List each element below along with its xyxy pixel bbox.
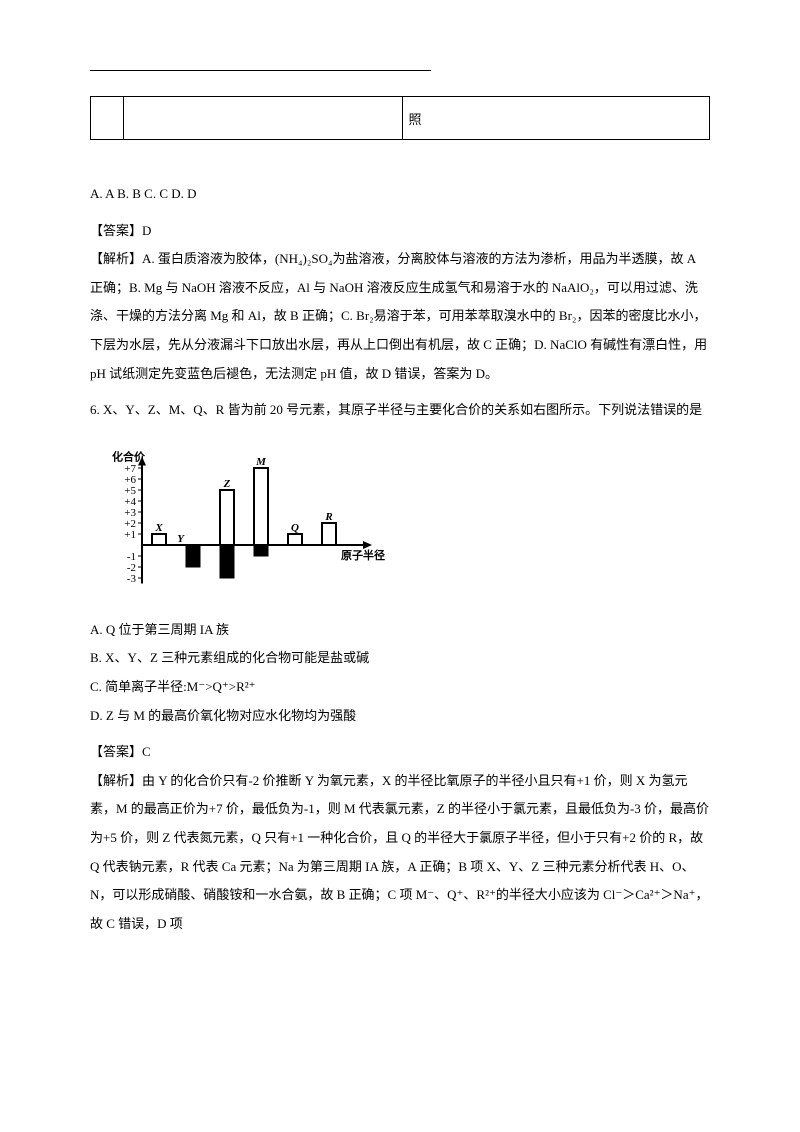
partial-table: 照 xyxy=(90,96,710,140)
q6-stem: 6. X、Y、Z、M、Q、R 皆为前 20 号元素，其原子半径与主要化合价的关系… xyxy=(90,396,710,425)
q6-optC: C. 简单离子半径:M⁻>Q⁺>R²⁺ xyxy=(90,673,710,702)
answer-6: 【答案】C xyxy=(90,738,710,767)
options-line: A. A B. B C. C D. D xyxy=(90,180,710,209)
svg-text:原子半径: 原子半径 xyxy=(341,548,385,562)
table-cell-right: 照 xyxy=(402,97,709,140)
q6-optB: B. X、Y、Z 三种元素组成的化合物可能是盐或碱 xyxy=(90,644,710,673)
table-cell-mid xyxy=(124,97,403,140)
table-cell-left xyxy=(91,97,124,140)
svg-text:Y: Y xyxy=(177,533,185,545)
svg-text:Q: Q xyxy=(291,522,299,534)
svg-text:Z: Z xyxy=(223,478,231,490)
explain-5: 【解析】A. 蛋白质溶液为胶体，(NH₄)₂SO₄为盐溶液，分离胶体与溶液的方法… xyxy=(90,245,710,388)
explain-6: 【解析】由 Y 的化合价只有-2 价推断 Y 为氧元素，X 的半径比氧原子的半径… xyxy=(90,767,710,939)
q6-optA: A. Q 位于第三周期 IA 族 xyxy=(90,616,710,645)
valence-radius-chart: +7+6+5+4+3+2+1-1-2-3化合价原子半径XYZMQR xyxy=(90,435,710,610)
q6-optD: D. Z 与 M 的最高价氧化物对应水化物均为强酸 xyxy=(90,702,710,731)
svg-text:M: M xyxy=(255,456,267,468)
svg-text:X: X xyxy=(154,522,163,534)
answer-5: 【答案】D xyxy=(90,217,710,246)
svg-text:R: R xyxy=(324,511,332,523)
svg-text:+1: +1 xyxy=(124,529,136,541)
svg-text:化合价: 化合价 xyxy=(112,449,146,463)
svg-text:-3: -3 xyxy=(127,573,137,585)
